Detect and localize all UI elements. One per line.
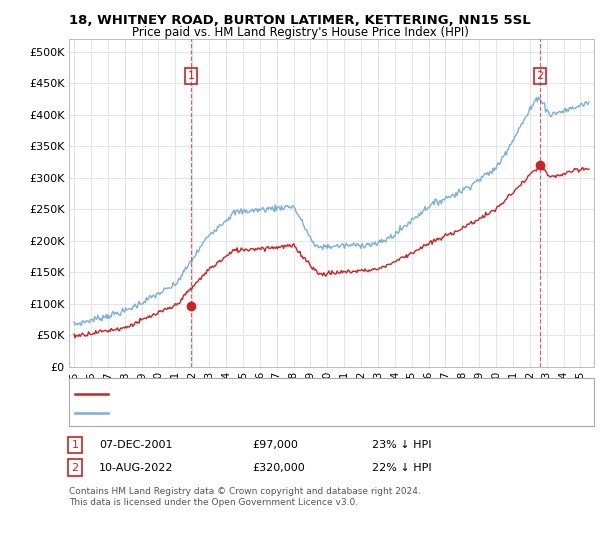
Text: 07-DEC-2001: 07-DEC-2001 [99, 440, 173, 450]
Text: HPI: Average price, detached house, North Northamptonshire: HPI: Average price, detached house, Nort… [114, 408, 434, 418]
Text: 22% ↓ HPI: 22% ↓ HPI [372, 463, 431, 473]
Text: £320,000: £320,000 [252, 463, 305, 473]
Text: 2: 2 [71, 463, 79, 473]
Text: 23% ↓ HPI: 23% ↓ HPI [372, 440, 431, 450]
Text: 2: 2 [536, 71, 544, 81]
Text: £97,000: £97,000 [252, 440, 298, 450]
Text: Contains HM Land Registry data © Crown copyright and database right 2024.
This d: Contains HM Land Registry data © Crown c… [69, 487, 421, 507]
Text: 10-AUG-2022: 10-AUG-2022 [99, 463, 173, 473]
Text: Price paid vs. HM Land Registry's House Price Index (HPI): Price paid vs. HM Land Registry's House … [131, 26, 469, 39]
Text: 18, WHITNEY ROAD, BURTON LATIMER,  KETTERING, NN15 5SL (detached house): 18, WHITNEY ROAD, BURTON LATIMER, KETTER… [114, 389, 533, 399]
Text: 1: 1 [187, 71, 194, 81]
Text: 18, WHITNEY ROAD, BURTON LATIMER, KETTERING, NN15 5SL: 18, WHITNEY ROAD, BURTON LATIMER, KETTER… [69, 14, 531, 27]
Text: 1: 1 [71, 440, 79, 450]
